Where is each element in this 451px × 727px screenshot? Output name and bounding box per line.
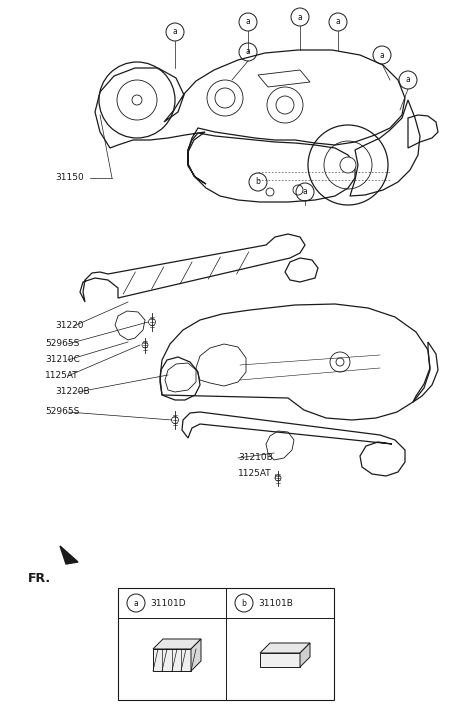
Polygon shape [260,643,310,653]
Polygon shape [60,546,78,564]
Text: b: b [256,177,260,187]
Text: a: a [336,17,341,26]
Text: 31101B: 31101B [258,598,293,608]
Polygon shape [300,643,310,667]
Polygon shape [260,653,300,667]
Text: a: a [133,598,138,608]
Text: a: a [173,28,177,36]
Text: 52965S: 52965S [45,340,79,348]
Polygon shape [191,639,201,671]
Text: 52965S: 52965S [45,408,79,417]
Text: a: a [380,50,384,60]
Polygon shape [153,639,201,649]
Circle shape [340,157,356,173]
Text: a: a [303,188,308,196]
Text: a: a [246,17,250,26]
Text: 31101D: 31101D [150,598,186,608]
Text: 31220: 31220 [55,321,83,331]
Text: a: a [405,76,410,84]
Text: a: a [246,47,250,57]
Polygon shape [153,649,191,671]
Text: FR.: FR. [28,571,51,585]
Text: 31210C: 31210C [45,356,80,364]
Bar [118,588,334,700]
Text: 1125AT: 1125AT [238,470,272,478]
Circle shape [132,95,142,105]
Text: a: a [298,12,302,22]
Text: 1125AT: 1125AT [45,371,78,380]
Text: 31220B: 31220B [55,387,90,396]
Text: 31150: 31150 [55,174,84,182]
Text: 31210B: 31210B [238,454,273,462]
Text: b: b [242,598,246,608]
